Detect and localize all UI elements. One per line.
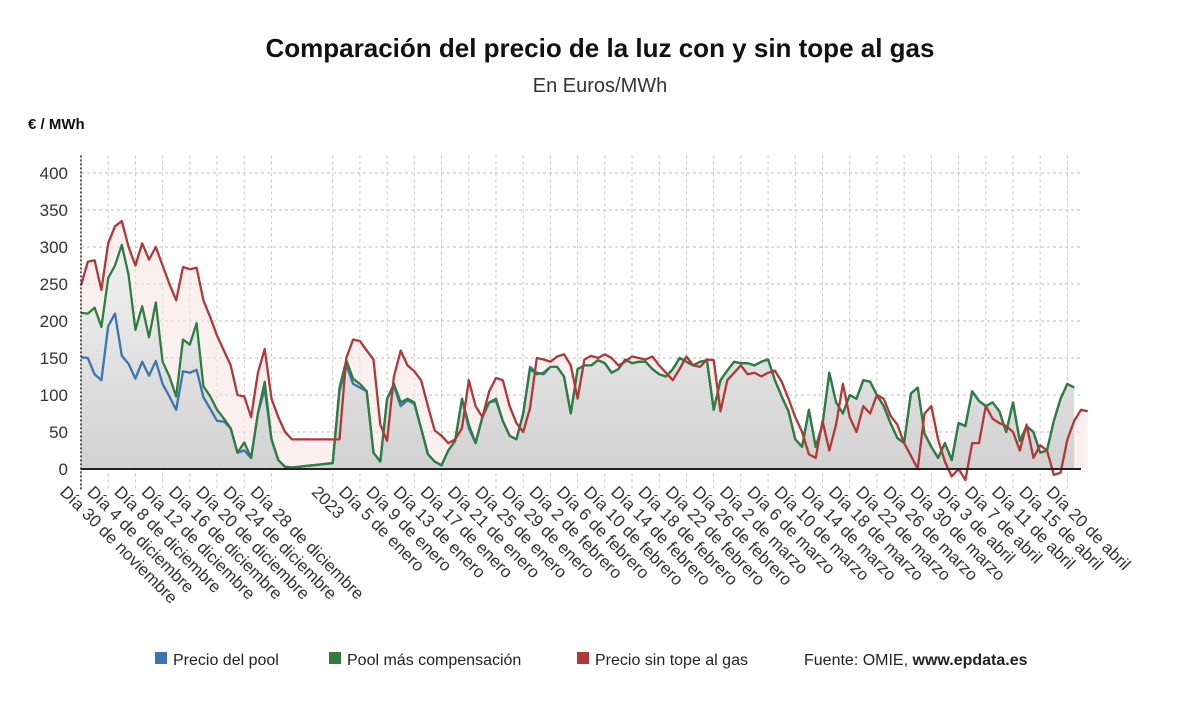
chart-subtitle: En Euros/MWh [533, 75, 667, 97]
series-line-sin-tope [79, 219, 1089, 482]
y-tick-label: 100 [40, 386, 68, 405]
y-tick-label: 300 [40, 238, 68, 257]
y-axis-unit: € / MWh [28, 116, 85, 133]
legend-swatch-compensacion [329, 652, 341, 664]
legend-swatch-sin-tope [577, 652, 589, 664]
source-site: www.epdata.es [912, 652, 1028, 669]
area-fills [81, 221, 1088, 481]
y-tick-label: 350 [40, 201, 68, 220]
source-label: Fuente: OMIE, [804, 652, 908, 669]
legend: Precio del pool Pool más compensación Pr… [155, 652, 1028, 669]
y-tick-label: 400 [40, 164, 68, 183]
y-tick-label: 250 [40, 275, 68, 294]
gridlines [80, 155, 1081, 492]
y-tick-label: 200 [40, 312, 68, 331]
axes [80, 155, 1081, 492]
y-tick-label: 0 [59, 460, 68, 479]
chart-title: Comparación del precio de la luz con y s… [266, 33, 935, 63]
legend-label-sin-tope: Precio sin tope al gas [595, 652, 748, 669]
legend-label-pool: Precio del pool [173, 652, 279, 669]
source-note: Fuente: OMIE, www.epdata.es [804, 652, 1028, 669]
series-lines [79, 219, 1089, 482]
legend-swatch-pool [155, 652, 167, 664]
y-tick-label: 150 [40, 349, 68, 368]
legend-label-compensacion: Pool más compensación [347, 652, 521, 669]
area-fill-pool [81, 244, 1075, 469]
series-line-compensacion [80, 243, 1075, 469]
y-tick-labels: 0 50 100 150 200 250 300 350 400 [40, 164, 68, 479]
y-tick-label: 50 [49, 423, 68, 442]
